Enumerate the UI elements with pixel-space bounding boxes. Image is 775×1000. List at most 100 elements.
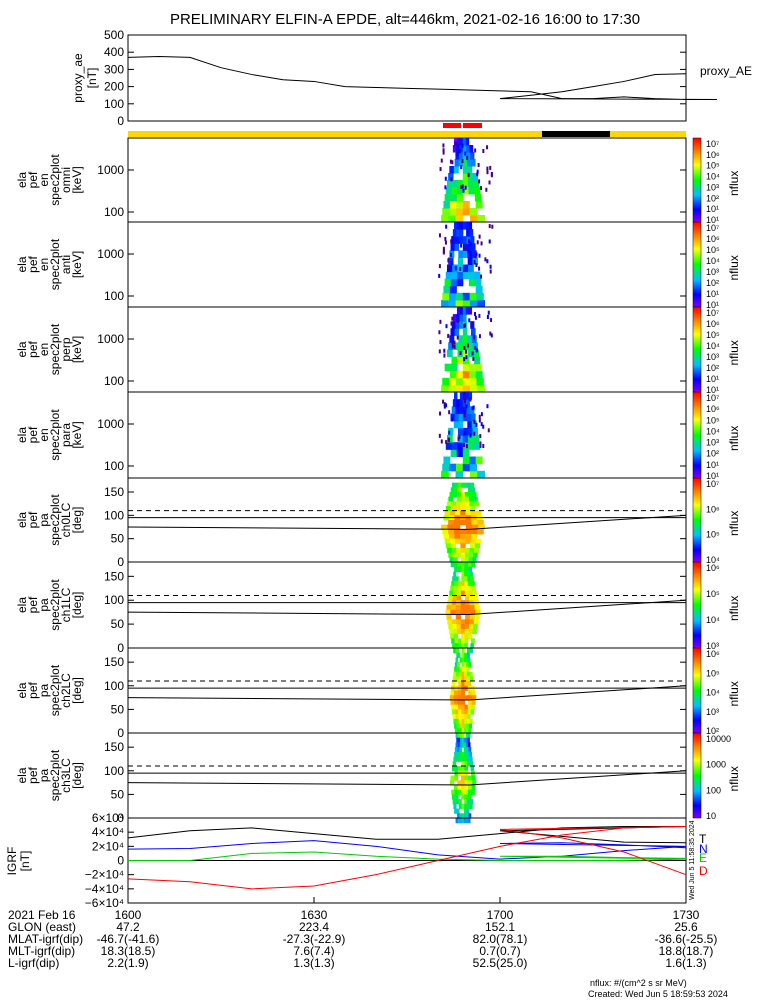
- spectrogram-speckle: [453, 344, 456, 349]
- ae-ytick-label: 300: [104, 62, 124, 76]
- pa-cell: [454, 520, 461, 526]
- pa-cell: [466, 718, 471, 725]
- pa-cell: [461, 733, 465, 739]
- spectrogram-speckle: [490, 318, 493, 323]
- spectrogram-cell: [449, 377, 457, 386]
- pa-cell: [449, 538, 456, 544]
- pa-cell: [455, 818, 459, 824]
- pa-cell: [455, 609, 461, 616]
- ylabel-line: spec2plot: [48, 238, 62, 290]
- spectrogram-speckle: [450, 260, 453, 265]
- spectrogram-cell: [462, 208, 471, 216]
- spectrogram-speckle: [454, 266, 457, 271]
- pa-cell: [452, 676, 457, 682]
- colorbar-tick: 10⁴: [706, 688, 720, 698]
- pa-cell: [469, 671, 473, 677]
- spectrogram-cell: [459, 229, 464, 237]
- colorbar: [692, 732, 702, 819]
- spectrogram-speckle: [485, 187, 488, 192]
- pa-cell: [468, 784, 473, 791]
- pa-cell: [458, 652, 461, 658]
- ylabel-line: pa: [37, 598, 51, 612]
- spectrogram-cell: [443, 456, 451, 465]
- spectrogram-speckle: [440, 158, 443, 163]
- spectrogram-cell: [462, 335, 468, 343]
- spectrogram-cell: [469, 292, 477, 301]
- pa-cell: [459, 566, 463, 573]
- pa-cell: [469, 619, 475, 625]
- spectrogram-speckle: [440, 439, 443, 444]
- pa-cell: [455, 643, 459, 649]
- pa-cell: [455, 482, 459, 488]
- spectrogram-cell: [448, 384, 457, 393]
- spectrogram-speckle: [459, 266, 462, 271]
- pa-cell: [442, 529, 449, 535]
- pa-cell: [464, 676, 468, 682]
- pa-cell: [468, 492, 473, 498]
- pa-cell: [449, 695, 454, 701]
- spectrogram-cell: [453, 342, 459, 350]
- spectrogram-speckle: [482, 424, 485, 429]
- spectrogram-speckle: [464, 185, 467, 190]
- spectrogram-cell: [451, 321, 456, 329]
- pa-cell: [468, 557, 473, 563]
- pa-cell: [464, 671, 468, 677]
- spectrogram-speckle: [462, 188, 465, 193]
- ylabel-line: spec2plot: [48, 664, 62, 716]
- ylabel-line: pef: [26, 340, 40, 357]
- spectrogram-speckle: [453, 340, 456, 345]
- colorbar-tick: 10²: [706, 726, 719, 736]
- spectrogram-cell: [454, 243, 460, 251]
- spectrogram-speckle: [465, 404, 468, 409]
- pa-cell: [456, 548, 462, 554]
- spectrogram-cell: [473, 435, 480, 443]
- pa-cell: [458, 803, 462, 810]
- ylabel-line: ela: [15, 597, 29, 613]
- ylabel-line: ela: [15, 341, 29, 357]
- pa-cell: [461, 723, 465, 729]
- pa-cell: [448, 552, 453, 558]
- ylabel-line: pef: [26, 511, 40, 528]
- spectrogram-cell: [455, 406, 460, 414]
- ephem-value: 152.1: [485, 920, 515, 934]
- spectrogram-speckle: [451, 340, 454, 345]
- spectrogram-cell: [442, 377, 450, 386]
- ytick-label: 0: [117, 811, 124, 825]
- pa-cell: [463, 662, 467, 668]
- spectrogram-cell: [462, 307, 467, 315]
- pa-cell: [450, 690, 455, 696]
- pa-cell: [471, 585, 476, 592]
- spectrogram-cell: [445, 442, 452, 450]
- igrf-ylabel-2: [nT]: [18, 851, 32, 872]
- pa-cell: [469, 803, 473, 810]
- pa-cell: [459, 733, 463, 739]
- pa-cell: [461, 751, 465, 758]
- pa-cell: [470, 799, 474, 805]
- spectrogram-cell: [462, 463, 471, 472]
- pa-cell: [461, 662, 465, 668]
- pa-cell: [451, 619, 457, 625]
- spectrogram-speckle: [477, 162, 480, 167]
- spectrogram-cell: [469, 370, 477, 379]
- pa-cell: [467, 562, 472, 568]
- spectrogram-cell: [455, 321, 460, 329]
- panel-frame: [127, 137, 687, 223]
- pa-cell: [464, 552, 470, 558]
- pa-cell: [465, 524, 473, 530]
- status-bar-black: [542, 131, 610, 137]
- spectrogram-speckle: [445, 440, 448, 445]
- pa-cell: [457, 813, 460, 819]
- pa-cell: [456, 566, 460, 573]
- pa-cell: [454, 789, 459, 795]
- pa-cell: [467, 733, 471, 739]
- pa-cell: [457, 585, 462, 592]
- colorbar-label: nflux: [727, 596, 741, 621]
- pa-cell: [470, 538, 477, 544]
- spectrogram-cell: [457, 187, 464, 195]
- pa-cell: [459, 666, 463, 673]
- pa-cell: [465, 548, 471, 554]
- spectrogram-speckle: [476, 240, 479, 245]
- pa-cell: [454, 529, 461, 535]
- spectrogram-cell: [474, 194, 482, 202]
- spectrogram-cell: [468, 278, 476, 287]
